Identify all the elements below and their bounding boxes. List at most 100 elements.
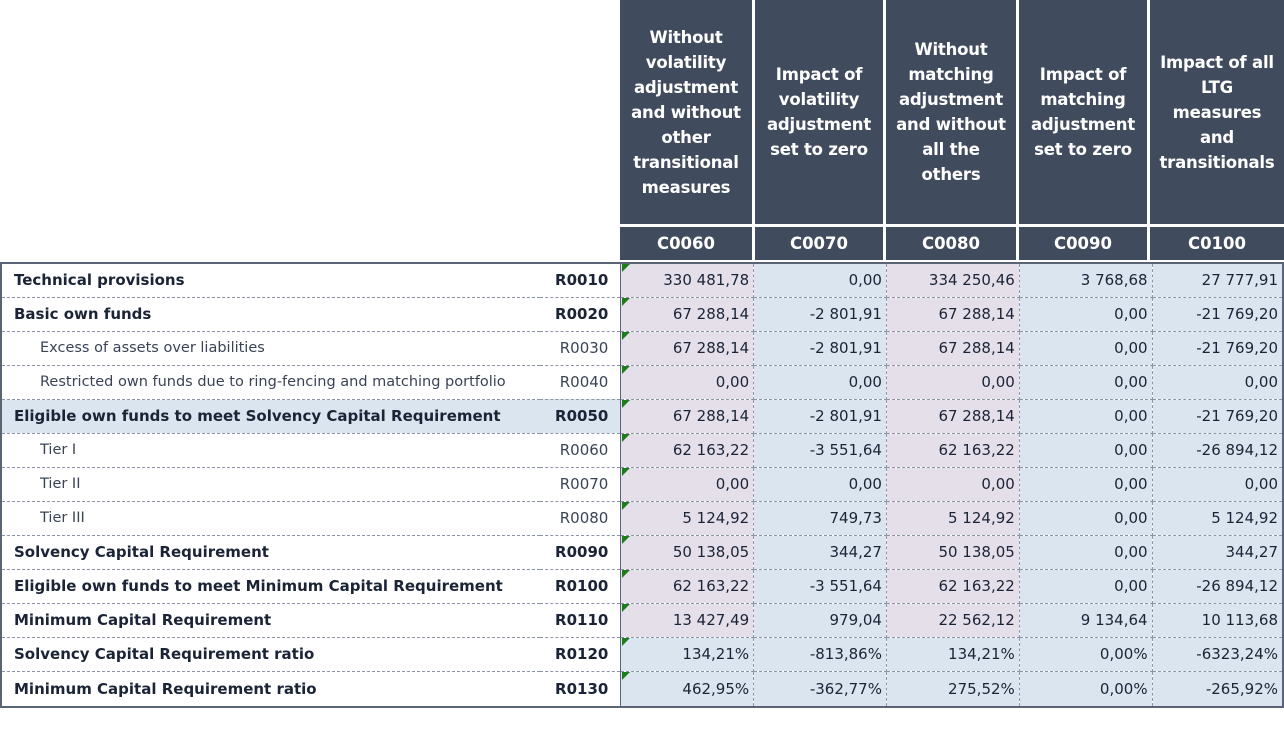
value-cell[interactable]: 67 288,14 [620, 297, 755, 332]
value-cell[interactable]: 0,00 [1019, 399, 1153, 434]
value-text: -3 551,64 [809, 577, 882, 595]
value-cell[interactable]: -21 769,20 [1152, 331, 1284, 366]
value-cell[interactable]: 67 288,14 [886, 297, 1020, 332]
value-cell[interactable]: -2 801,91 [753, 399, 887, 434]
value-cell[interactable]: 0,00 [1019, 297, 1153, 332]
value-text: 0,00 [1114, 407, 1148, 425]
value-cell[interactable]: 749,73 [753, 501, 887, 536]
value-cell[interactable]: 13 427,49 [620, 603, 755, 638]
value-text: -3 551,64 [809, 441, 882, 459]
column-code: C0100 [1150, 227, 1284, 260]
comment-marker-icon [622, 399, 631, 408]
value-cell[interactable]: 50 138,05 [886, 535, 1020, 570]
value-cell[interactable]: 0,00 [753, 467, 887, 502]
value-text: 67 288,14 [672, 407, 750, 425]
row-code: R0130 [539, 671, 622, 708]
value-cell[interactable]: 67 288,14 [620, 399, 755, 434]
row-label: Solvency Capital Requirement ratio [0, 637, 540, 672]
value-cell[interactable]: -21 769,20 [1152, 297, 1284, 332]
value-cell[interactable]: -3 551,64 [753, 569, 887, 604]
value-cell[interactable]: 134,21% [886, 637, 1020, 672]
value-text: 0,00 [981, 373, 1015, 391]
value-cell[interactable]: 62 163,22 [886, 569, 1020, 604]
value-cell[interactable]: 334 250,46 [886, 262, 1020, 298]
value-cell[interactable]: 134,21% [620, 637, 755, 672]
value-cell[interactable]: -6323,24% [1152, 637, 1284, 672]
value-text: 50 138,05 [672, 543, 750, 561]
value-cell[interactable]: 0,00 [1019, 535, 1153, 570]
row-label: Tier II [0, 467, 540, 502]
value-cell[interactable]: 22 562,12 [886, 603, 1020, 638]
row-code: R0060 [539, 433, 622, 468]
table-row: Tier III R0080 5 124,92 749,73 5 124,92 0,00 5… [0, 501, 1284, 536]
column-title: Impact of matching adjustment set to zer… [1019, 0, 1147, 224]
row-code: R0020 [539, 297, 622, 332]
value-cell[interactable]: 5 124,92 [620, 501, 755, 536]
value-cell[interactable]: 0,00 [886, 467, 1020, 502]
value-cell[interactable]: 62 163,22 [620, 433, 755, 468]
value-text: 0,00 [1244, 373, 1278, 391]
row-label: Minimum Capital Requirement [0, 603, 540, 638]
value-cell[interactable]: 0,00 [1152, 467, 1284, 502]
value-cell[interactable]: -2 801,91 [753, 331, 887, 366]
column-code: C0070 [755, 227, 883, 260]
value-cell[interactable]: 0,00 [886, 365, 1020, 400]
value-cell[interactable]: 62 163,22 [620, 569, 755, 604]
value-cell[interactable]: 0,00 [620, 365, 755, 400]
row-code: R0100 [539, 569, 622, 604]
value-cell[interactable]: 27 777,91 [1152, 262, 1284, 298]
row-label: Excess of assets over liabilities [0, 331, 540, 366]
value-cell[interactable]: 0,00 [1019, 467, 1153, 502]
value-cell[interactable]: 979,04 [753, 603, 887, 638]
value-text: 62 163,22 [672, 441, 750, 459]
value-cell[interactable]: 462,95% [620, 671, 755, 708]
comment-marker-icon [622, 297, 631, 306]
value-cell[interactable]: 0,00 [753, 365, 887, 400]
row-label: Tier III [0, 501, 540, 536]
value-cell[interactable]: 50 138,05 [620, 535, 755, 570]
table-row: Eligible own funds to meet Minimum Capit… [0, 569, 1284, 604]
value-cell[interactable]: 275,52% [886, 671, 1020, 708]
value-cell[interactable]: -362,77% [753, 671, 887, 708]
value-text: 0,00 [715, 373, 750, 391]
value-cell[interactable]: 0,00 [1019, 331, 1153, 366]
value-cell[interactable]: 3 768,68 [1019, 262, 1153, 298]
value-cell[interactable]: 0,00 [1019, 433, 1153, 468]
value-cell[interactable]: 9 134,64 [1019, 603, 1153, 638]
value-cell[interactable]: 0,00% [1019, 637, 1153, 672]
value-cell[interactable]: -26 894,12 [1152, 433, 1284, 468]
table-row: Solvency Capital Requirement R0090 50 138,… [0, 535, 1284, 570]
value-cell[interactable]: -265,92% [1152, 671, 1284, 708]
value-cell[interactable]: 5 124,92 [886, 501, 1020, 536]
value-cell[interactable]: -26 894,12 [1152, 569, 1284, 604]
value-text: 0,00 [1114, 305, 1148, 323]
value-cell[interactable]: 0,00 [1019, 569, 1153, 604]
value-cell[interactable]: 0,00 [1019, 501, 1153, 536]
value-cell[interactable]: 62 163,22 [886, 433, 1020, 468]
value-text: 27 777,91 [1201, 271, 1278, 290]
value-text: 13 427,49 [672, 611, 750, 629]
value-cell[interactable]: 0,00% [1019, 671, 1153, 708]
value-cell[interactable]: -2 801,91 [753, 297, 887, 332]
column-title: Without volatility adjustment and withou… [620, 0, 752, 224]
value-cell[interactable]: 0,00 [620, 467, 755, 502]
value-cell[interactable]: 344,27 [1152, 535, 1284, 570]
value-cell[interactable]: 5 124,92 [1152, 501, 1284, 536]
value-cell[interactable]: 67 288,14 [886, 331, 1020, 366]
value-cell[interactable]: 344,27 [753, 535, 887, 570]
row-label: Tier I [0, 433, 540, 468]
value-cell[interactable]: 330 481,78 [620, 262, 755, 298]
value-cell[interactable]: 67 288,14 [620, 331, 755, 366]
value-cell[interactable]: 0,00 [1152, 365, 1284, 400]
value-cell[interactable]: 10 113,68 [1152, 603, 1284, 638]
value-text: 67 288,14 [938, 339, 1015, 357]
value-cell[interactable]: -21 769,20 [1152, 399, 1284, 434]
value-cell[interactable]: -3 551,64 [753, 433, 887, 468]
value-cell[interactable]: 67 288,14 [886, 399, 1020, 434]
row-code: R0010 [539, 262, 622, 298]
value-text: 67 288,14 [938, 305, 1015, 323]
value-text: -26 894,12 [1196, 441, 1278, 459]
value-cell[interactable]: -813,86% [753, 637, 887, 672]
value-cell[interactable]: 0,00 [1019, 365, 1153, 400]
value-cell[interactable]: 0,00 [753, 262, 887, 298]
